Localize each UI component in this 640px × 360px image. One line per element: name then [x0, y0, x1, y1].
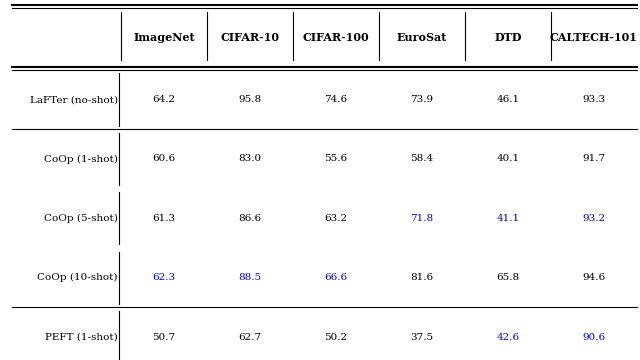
Text: 50.2: 50.2 — [324, 333, 348, 342]
Text: 63.2: 63.2 — [324, 214, 348, 223]
Text: 73.9: 73.9 — [410, 95, 433, 104]
Text: 81.6: 81.6 — [410, 273, 433, 282]
Text: 71.8: 71.8 — [410, 214, 433, 223]
Text: 62.3: 62.3 — [152, 273, 175, 282]
Text: DTD: DTD — [494, 32, 522, 43]
Text: 93.3: 93.3 — [582, 95, 605, 104]
Text: 58.4: 58.4 — [410, 154, 433, 163]
Text: 46.1: 46.1 — [496, 95, 520, 104]
Text: CoOp (5-shot): CoOp (5-shot) — [44, 214, 118, 223]
Text: PEFT (1-shot): PEFT (1-shot) — [45, 333, 118, 342]
Text: 41.1: 41.1 — [496, 214, 520, 223]
Text: 88.5: 88.5 — [238, 273, 262, 282]
Text: 91.7: 91.7 — [582, 154, 605, 163]
Text: 90.6: 90.6 — [582, 333, 605, 342]
Text: 64.2: 64.2 — [152, 95, 175, 104]
Text: 95.8: 95.8 — [238, 95, 262, 104]
Text: 66.6: 66.6 — [324, 273, 348, 282]
Text: 65.8: 65.8 — [496, 273, 520, 282]
Text: CALTECH-101: CALTECH-101 — [550, 32, 637, 43]
Text: 42.6: 42.6 — [496, 333, 520, 342]
Text: 37.5: 37.5 — [410, 333, 433, 342]
Text: 40.1: 40.1 — [496, 154, 520, 163]
Text: CoOp (10-shot): CoOp (10-shot) — [37, 273, 118, 282]
Text: 60.6: 60.6 — [152, 154, 175, 163]
Text: 83.0: 83.0 — [238, 154, 262, 163]
Text: LaFTer (no-shot): LaFTer (no-shot) — [29, 95, 118, 104]
Text: 93.2: 93.2 — [582, 214, 605, 223]
Text: CoOp (1-shot): CoOp (1-shot) — [44, 154, 118, 163]
Text: EuroSat: EuroSat — [397, 32, 447, 43]
Text: 55.6: 55.6 — [324, 154, 348, 163]
Text: 62.7: 62.7 — [238, 333, 262, 342]
Text: CIFAR-100: CIFAR-100 — [303, 32, 369, 43]
Text: CIFAR-10: CIFAR-10 — [220, 32, 280, 43]
Text: 50.7: 50.7 — [152, 333, 175, 342]
Text: 86.6: 86.6 — [238, 214, 262, 223]
Text: 74.6: 74.6 — [324, 95, 348, 104]
Text: 94.6: 94.6 — [582, 273, 605, 282]
Text: ImageNet: ImageNet — [133, 32, 195, 43]
Text: 61.3: 61.3 — [152, 214, 175, 223]
